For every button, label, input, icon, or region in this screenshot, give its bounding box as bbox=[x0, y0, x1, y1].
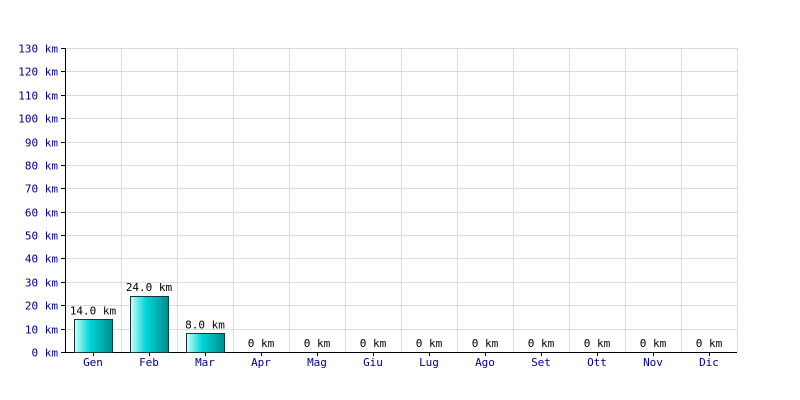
data-label: 0 km bbox=[248, 337, 275, 350]
data-label: 8.0 km bbox=[185, 318, 225, 331]
data-label: 14.0 km bbox=[70, 304, 117, 317]
x-tick-label: Nov bbox=[643, 356, 663, 369]
x-tick-label: Lug bbox=[419, 356, 439, 369]
y-tick-label: 80 km bbox=[25, 160, 58, 173]
y-tick-label: 90 km bbox=[25, 137, 58, 150]
y-tick-label: 10 km bbox=[25, 324, 58, 337]
grid-lines bbox=[65, 48, 738, 352]
x-tick-label: Ott bbox=[587, 356, 607, 369]
data-label: 0 km bbox=[640, 337, 667, 350]
y-tick-label: 0 km bbox=[32, 347, 59, 360]
bar-gen bbox=[74, 319, 113, 353]
y-tick-label: 50 km bbox=[25, 230, 58, 243]
bar-feb bbox=[130, 296, 169, 353]
labels: 0 km 10 km 20 km 30 km 40 km 50 km 60 km 70 km 8… bbox=[18, 43, 722, 370]
y-tick-label: 40 km bbox=[25, 253, 58, 266]
x-tick-label: Apr bbox=[251, 356, 271, 369]
x-tick-label: Mag bbox=[307, 356, 327, 369]
y-tick-label: 110 km bbox=[18, 90, 58, 103]
data-label: 0 km bbox=[528, 337, 555, 350]
y-tick-label: 20 km bbox=[25, 300, 58, 313]
data-label: 0 km bbox=[416, 337, 443, 350]
x-tick-label: Giu bbox=[363, 356, 383, 369]
y-tick-label: 100 km bbox=[18, 113, 58, 126]
y-tick-label: 120 km bbox=[18, 66, 58, 79]
x-tick-label: Set bbox=[531, 356, 551, 369]
bars bbox=[74, 296, 225, 353]
data-label: 0 km bbox=[304, 337, 331, 350]
x-tick-label: Mar bbox=[195, 356, 215, 369]
x-tick-label: Dic bbox=[699, 356, 719, 369]
y-tick-label: 30 km bbox=[25, 277, 58, 290]
data-label: 0 km bbox=[472, 337, 499, 350]
x-tick-label: Ago bbox=[475, 356, 495, 369]
data-label: 0 km bbox=[360, 337, 387, 350]
x-tick-label: Feb bbox=[139, 356, 159, 369]
y-tick-label: 70 km bbox=[25, 183, 58, 196]
data-label: 0 km bbox=[584, 337, 611, 350]
y-tick-label: 60 km bbox=[25, 207, 58, 220]
y-tick-label: 130 km bbox=[18, 43, 58, 56]
x-tick-label: Gen bbox=[83, 356, 103, 369]
data-label: 24.0 km bbox=[126, 281, 173, 294]
data-label: 0 km bbox=[696, 337, 723, 350]
bar-mar bbox=[186, 333, 225, 353]
axes bbox=[61, 48, 737, 356]
